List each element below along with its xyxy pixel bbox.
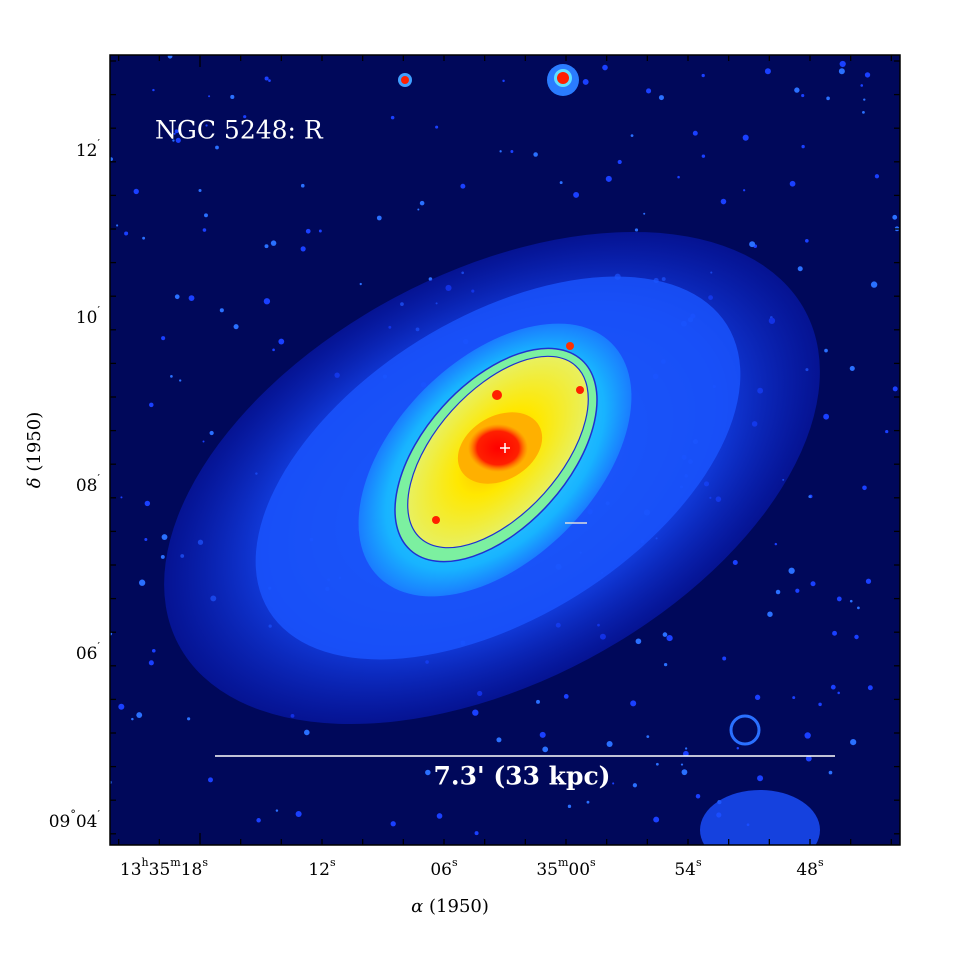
x-tick-label: 54s: [674, 856, 702, 880]
image: [110, 55, 900, 845]
x-tick-label: 48s: [796, 856, 824, 880]
x-axis-label: α (1950): [411, 896, 489, 917]
x-tick-label: 12s: [308, 856, 336, 880]
x-tick-label: 13h35m18s: [120, 856, 208, 880]
scale-bar-label: 7.3' (33 kpc): [433, 762, 610, 791]
y-tick-label: 12′: [76, 137, 101, 161]
x-tick-label: 35m00s: [536, 856, 596, 880]
x-tick-label: 06s: [430, 856, 458, 880]
y-axis-label: δ (1950): [24, 412, 45, 488]
y-tick-label: 08′: [76, 472, 101, 496]
title: NGC 5248: R: [155, 116, 324, 145]
y-tick-label: 09°04′: [49, 808, 101, 832]
y-tick-label: 10′: [76, 304, 101, 328]
y-tick-label: 06′: [76, 640, 101, 664]
